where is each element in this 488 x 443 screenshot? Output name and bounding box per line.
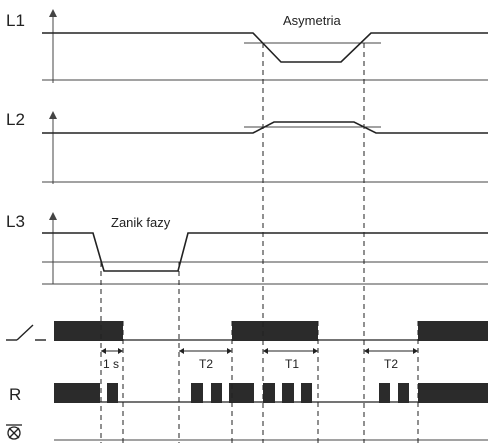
interval-label-t1: T1 [285,357,299,371]
channel-label-l2: L2 [6,110,25,129]
l3-section [42,212,488,285]
l1-axis-arrow-icon [49,9,57,17]
contact-state-row [54,321,488,341]
relay-pulse [398,383,409,403]
timing-guides [100,43,419,443]
l2-signal [42,121,488,134]
l3-signal [42,232,488,272]
l3-axis-arrow-icon [49,212,57,220]
contact-on-block [54,321,123,341]
l2-axis-arrow-icon [49,111,57,119]
interval-markers [101,348,418,354]
channel-label-l3: L3 [6,212,25,231]
relay-pulse [191,383,203,403]
phase-loss-annotation: Zanik fazy [111,215,171,230]
channel-label-relay: R [9,385,21,404]
relay-pulse [54,383,100,403]
relay-pulse [263,383,275,403]
l1-signal [42,32,488,63]
relay-pulse [107,383,118,403]
relay-pulse [211,383,222,403]
relay-pulse [379,383,390,403]
relay-pulse [301,383,312,403]
l2-section [42,111,488,184]
relay-pulse [418,383,488,403]
channel-label-l1: L1 [6,11,25,30]
interval-label-1s: 1 s [103,357,119,371]
switch-symbol-icon [6,324,46,341]
contact-on-block [232,321,318,341]
interval-label-t2-first: T2 [199,357,213,371]
contact-on-block [418,321,488,341]
relay-state-row [54,383,488,403]
l1-section [42,9,488,83]
asymmetry-annotation: Asymetria [283,13,342,28]
relay-pulse [229,383,254,403]
relay-pulse [282,383,294,403]
crossed-circle-icon [6,424,22,440]
interval-label-t2-second: T2 [384,357,398,371]
